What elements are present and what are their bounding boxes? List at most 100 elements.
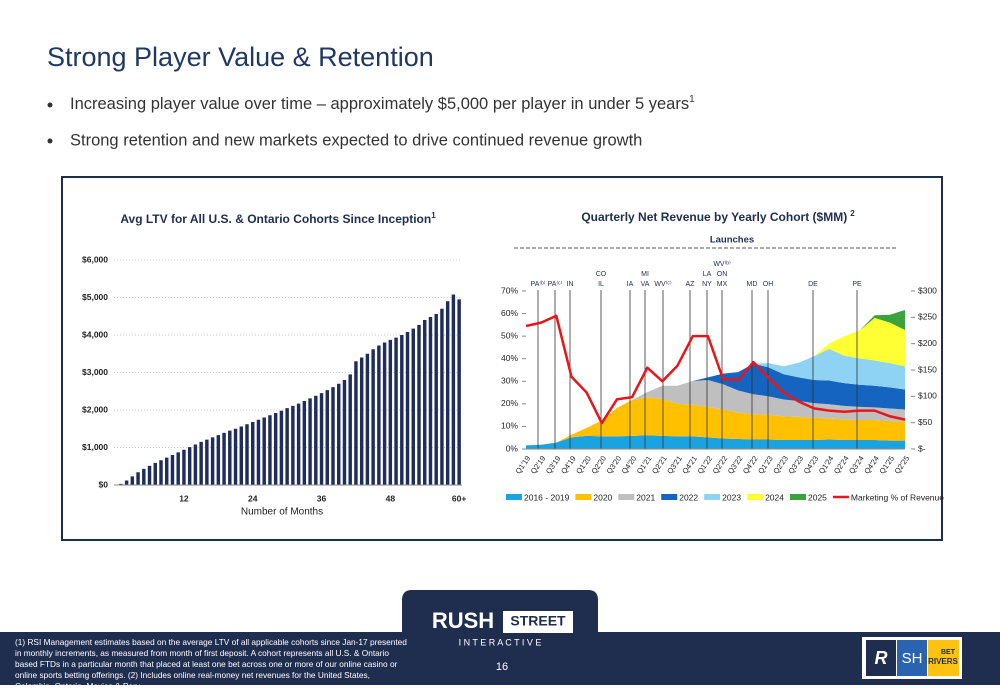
y-tick-label: $5,000	[82, 292, 108, 302]
launch-label: MI	[641, 271, 649, 278]
y2-tick-label: $300	[918, 285, 937, 295]
y-tick-label: 40%	[501, 353, 518, 363]
bar	[245, 424, 249, 485]
launch-label: OH	[763, 281, 774, 288]
x-tick-label: 60+	[452, 493, 466, 503]
bar	[187, 447, 192, 485]
brand-sh: SH	[902, 650, 923, 667]
legend-swatch	[704, 494, 721, 500]
y2-tick-label: $100	[918, 391, 937, 401]
bar	[394, 337, 398, 485]
brand-bet: BET	[941, 649, 956, 656]
y-tick-label: 10%	[501, 421, 518, 431]
bar	[210, 437, 215, 485]
bar	[417, 324, 421, 485]
launch-label: LA	[703, 271, 712, 278]
launch-label: CO	[596, 271, 607, 278]
x-tick-label: 48	[386, 493, 396, 503]
bar	[457, 299, 461, 485]
launch-label: IA	[627, 281, 634, 288]
title-text: Avg LTV for All U.S. & Ontario Cohorts S…	[120, 212, 431, 226]
bar	[319, 393, 324, 485]
bar	[165, 457, 169, 485]
x-tick-label: 12	[179, 493, 189, 503]
y2-tick-label: $50	[918, 417, 932, 427]
y2-tick-label: $-	[918, 443, 926, 453]
x-tick-label: 36	[317, 493, 327, 503]
launch-label: ON	[717, 271, 728, 278]
legend-swatch	[789, 494, 806, 500]
bar	[119, 483, 123, 485]
chart-frame	[61, 176, 943, 541]
bar	[279, 410, 284, 485]
bar	[170, 455, 175, 485]
brand-tile	[928, 640, 959, 676]
logo-sub: I N T E R A C T I V E	[459, 637, 542, 647]
bar	[325, 390, 329, 485]
bar	[130, 476, 135, 485]
bar	[354, 361, 358, 485]
launch-label: MD	[747, 281, 758, 288]
logo-box-text: STREET	[510, 613, 566, 629]
area	[526, 397, 905, 446]
brand-rivers: RIVERS	[928, 657, 958, 666]
title-note: 2	[850, 209, 855, 218]
y-tick-label: $1,000	[82, 442, 108, 452]
bar	[268, 415, 272, 485]
area	[526, 317, 905, 446]
legend-label: 2016 - 2019	[524, 492, 570, 502]
area	[526, 380, 905, 446]
bar	[377, 345, 381, 485]
y2-tick-label: $150	[918, 364, 937, 374]
bar	[159, 460, 163, 485]
launch-label: VA	[641, 281, 650, 288]
launch-label: PE	[852, 281, 862, 288]
bullet-text: Strong retention and new markets expecte…	[70, 131, 642, 149]
bar	[428, 317, 433, 485]
launch-label: IN	[567, 281, 574, 288]
x-axis-label: Number of Months	[241, 507, 323, 518]
y-tick-label: 60%	[501, 308, 518, 318]
launch-label: PA⁽ᶜ⁾	[548, 280, 563, 288]
bar	[147, 465, 152, 485]
bar	[182, 449, 186, 485]
bar	[365, 353, 370, 485]
y-tick-label: 30%	[501, 376, 518, 386]
bar	[216, 435, 221, 485]
bar	[222, 432, 226, 485]
bar	[153, 462, 157, 485]
bullet-dot	[47, 102, 53, 108]
legend-label: Marketing % of Revenue	[851, 492, 944, 502]
launch-label: WV⁽ᶜ⁾	[654, 280, 671, 288]
title-text: Quarterly Net Revenue by Yearly Cohort (…	[581, 210, 847, 224]
area	[526, 348, 905, 446]
area	[526, 309, 905, 446]
bar	[296, 403, 301, 485]
y-tick-label: 50%	[501, 330, 518, 340]
bar	[331, 387, 335, 485]
page-number: 16	[496, 661, 508, 673]
bar	[256, 419, 261, 485]
title-note: 1	[431, 211, 436, 220]
launch-label: AZ	[686, 281, 696, 288]
bar	[388, 339, 393, 485]
brand-tile	[897, 640, 927, 676]
y2-tick-label: $200	[918, 338, 937, 348]
bar	[239, 426, 243, 485]
bar	[285, 408, 289, 485]
bullet: Increasing player value over time – appr…	[70, 94, 695, 114]
legend-swatch	[661, 494, 678, 500]
logo-main: RUSH	[432, 608, 494, 633]
legend-label: 2022	[679, 492, 698, 502]
chart-title: Quarterly Net Revenue by Yearly Cohort (…	[581, 209, 855, 224]
bar	[302, 401, 307, 485]
bar	[262, 417, 266, 485]
y2-tick-label: $250	[918, 312, 937, 322]
bar	[176, 452, 180, 485]
bar	[451, 294, 456, 485]
legend-swatch	[618, 494, 635, 500]
bar	[142, 468, 146, 485]
bar	[228, 430, 232, 485]
bar	[423, 320, 427, 485]
y-tick-label: $0	[99, 479, 109, 489]
